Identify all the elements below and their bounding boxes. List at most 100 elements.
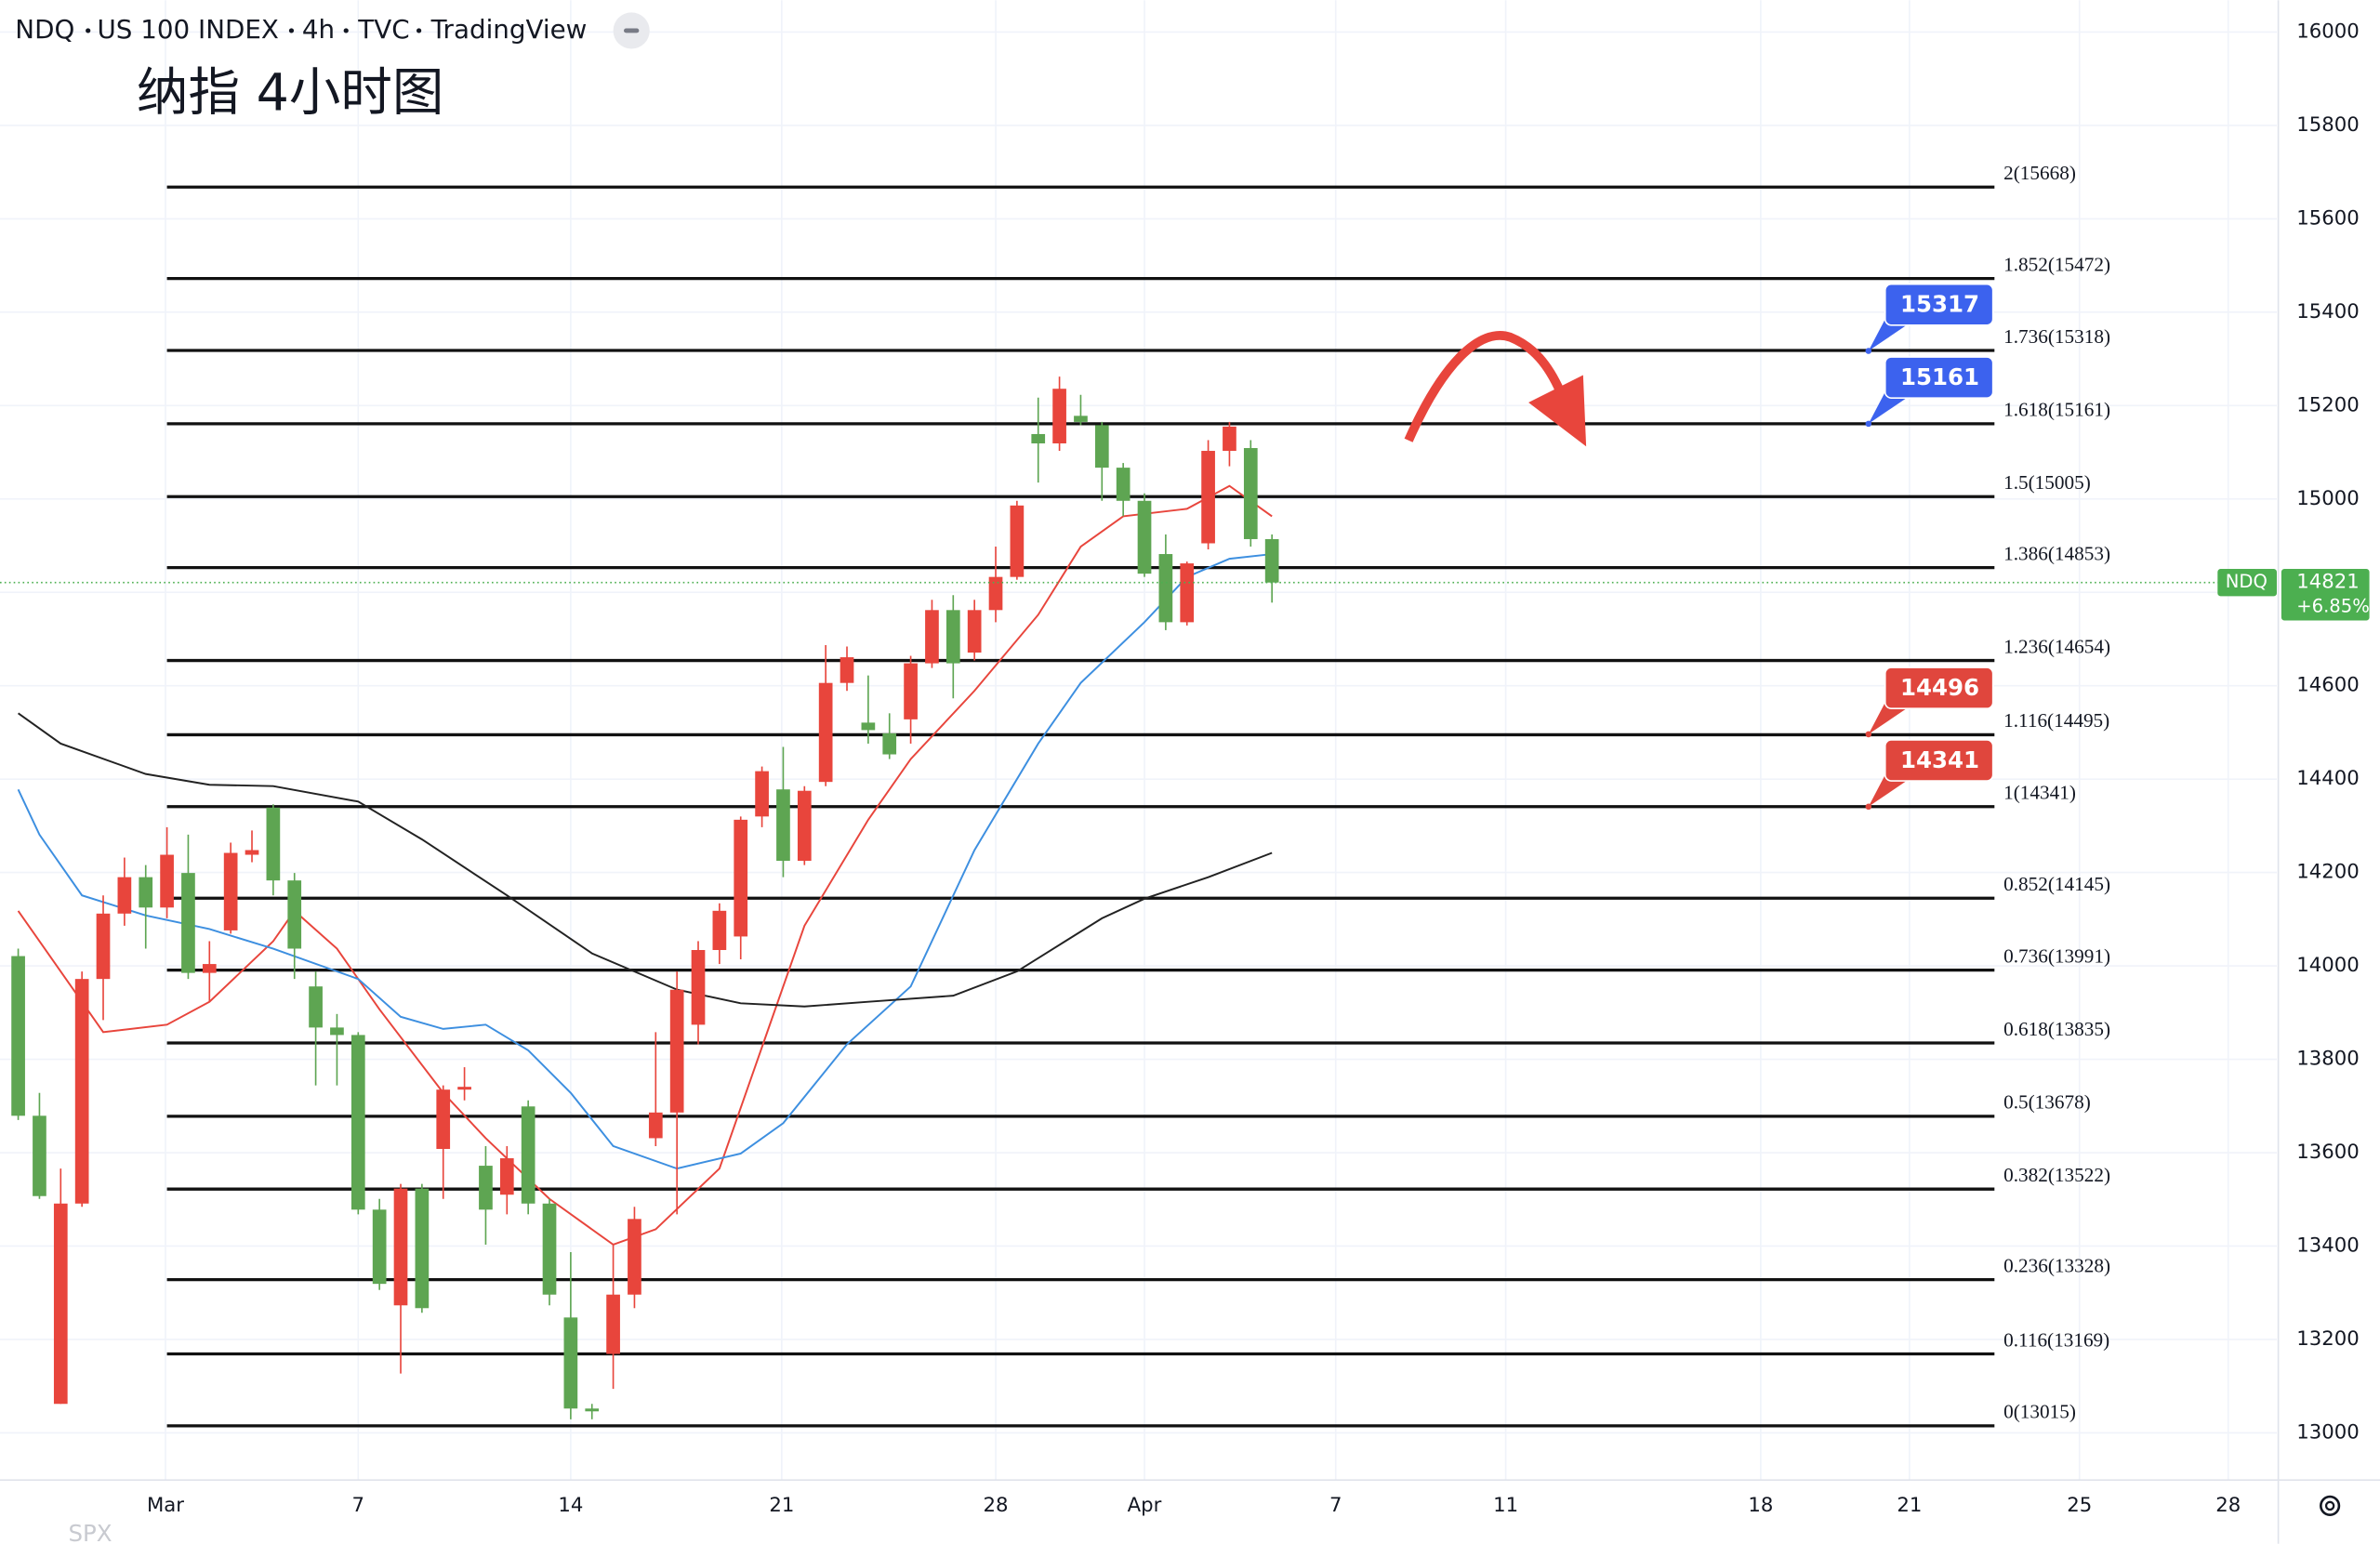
candle-body (945, 610, 960, 664)
candle-body (1074, 416, 1088, 422)
candle-body (372, 1209, 387, 1285)
badge-pointer (1868, 319, 1916, 351)
candle-body (563, 1317, 578, 1409)
fib-label: 0.236(13328) (2003, 1254, 2110, 1276)
candle-body (309, 986, 323, 1028)
candle-body (117, 877, 132, 914)
y-tick-label: 14400 (2296, 767, 2360, 790)
fib-label: 0.116(13169) (2003, 1328, 2109, 1351)
y-tick-label: 15800 (2296, 113, 2360, 137)
candle-body (415, 1188, 430, 1309)
x-tick-label: 11 (1493, 1494, 1518, 1517)
watermark: SPX (68, 1520, 112, 1544)
collapse-icon (624, 28, 640, 33)
x-tick-label: 21 (1897, 1494, 1922, 1517)
fib-label: 1.5(15005) (2003, 471, 2091, 494)
moving-average (17, 484, 1273, 1247)
candle-body (882, 732, 897, 755)
badge-anchor (1865, 420, 1872, 428)
candle-body (1264, 538, 1279, 583)
candle-body (499, 1158, 514, 1195)
badge-label: 15317 (1900, 291, 1979, 318)
fib-label: 1.618(15161) (2003, 399, 2110, 421)
candle-body (181, 873, 195, 973)
x-tick-label: 18 (1748, 1494, 1773, 1517)
x-tick-label: 21 (769, 1494, 794, 1517)
candle-body (1158, 554, 1173, 623)
x-tick-label: Mar (147, 1494, 184, 1517)
candle-body (1223, 426, 1236, 452)
fib-label: 0.736(13991) (2003, 944, 2110, 967)
candle-body (350, 1035, 365, 1210)
forecast-arrow (1404, 331, 1565, 442)
badge-anchor (1865, 348, 1872, 354)
candle-body (11, 956, 25, 1116)
x-tick-label: 28 (2215, 1494, 2241, 1517)
candle-body (139, 877, 153, 908)
candle-body (797, 790, 812, 862)
price-badge (1884, 283, 1994, 326)
candle-body (1137, 500, 1152, 574)
candle-body (436, 1089, 451, 1149)
chart-title: 纳指 4小时图 (137, 62, 443, 123)
candle-body (457, 1087, 471, 1090)
separator (86, 28, 91, 33)
y-tick-label: 13800 (2296, 1048, 2360, 1071)
badge-label: 14496 (1900, 674, 1979, 701)
fib-label: 1(14341) (2003, 782, 2076, 804)
candle-body (96, 913, 111, 980)
moving-average (17, 553, 1273, 1170)
price-badge (1884, 356, 1994, 399)
fib-label: 1.852(15472) (2003, 253, 2110, 275)
y-tick-label: 15200 (2296, 393, 2360, 416)
source: TVC (357, 14, 409, 45)
candle-body (1243, 448, 1258, 539)
plot: 13000 13200 13400 13600 13800 14000 14200 14400… (0, 20, 2370, 1517)
badge-label: 14341 (1900, 746, 1979, 773)
price-badge (1884, 666, 1994, 709)
candle-body (818, 682, 833, 783)
candle-body (223, 852, 238, 930)
candle-body (1094, 425, 1109, 468)
badge-anchor (1865, 803, 1872, 811)
y-tick-label: 15400 (2296, 300, 2360, 323)
fib-label: 0.382(13522) (2003, 1164, 2110, 1186)
candle-body (33, 1115, 46, 1196)
gear (2320, 1495, 2341, 1516)
x-tick-label: 7 (1329, 1494, 1342, 1517)
candle-body (967, 610, 982, 653)
badge-anchor (1865, 731, 1872, 738)
settings-icon[interactable] (2320, 1495, 2341, 1516)
y-tick-label: 13400 (2296, 1234, 2360, 1257)
candle-body (840, 657, 854, 683)
candle-body (904, 663, 918, 719)
candle-body (245, 850, 259, 855)
y-tick-label: 14000 (2296, 954, 2360, 977)
last-price-value: 14821 (2296, 571, 2360, 594)
candle-body (606, 1294, 620, 1354)
candle-body (542, 1203, 557, 1295)
last-price-change: +6.85% (2296, 595, 2370, 616)
candle-body (521, 1106, 536, 1204)
symbol[interactable]: NDQ (15, 14, 74, 45)
platform: TradingView (430, 14, 588, 45)
fib-label: 2(15668) (2003, 162, 2076, 184)
x-tick-label: 14 (558, 1494, 583, 1517)
y-tick-label: 14200 (2296, 861, 2360, 884)
candle-body (287, 880, 302, 949)
candle-body (988, 576, 1003, 611)
x-tick-label: 25 (2067, 1494, 2092, 1517)
candle-body (266, 807, 281, 881)
candle-body (691, 950, 706, 1025)
symbol-tag-label: NDQ (2226, 571, 2268, 592)
interval[interactable]: 4h (302, 14, 335, 45)
fib-label: 1.236(14654) (2003, 635, 2110, 657)
x-tick-label: Apr (1128, 1494, 1162, 1517)
candle-body (755, 771, 769, 817)
candle-body (53, 1203, 68, 1405)
candle-body (1031, 433, 1046, 443)
y-tick-label: 16000 (2296, 20, 2360, 43)
y-tick-label: 15600 (2296, 206, 2360, 230)
fib-label: 0.852(14145) (2003, 873, 2110, 895)
